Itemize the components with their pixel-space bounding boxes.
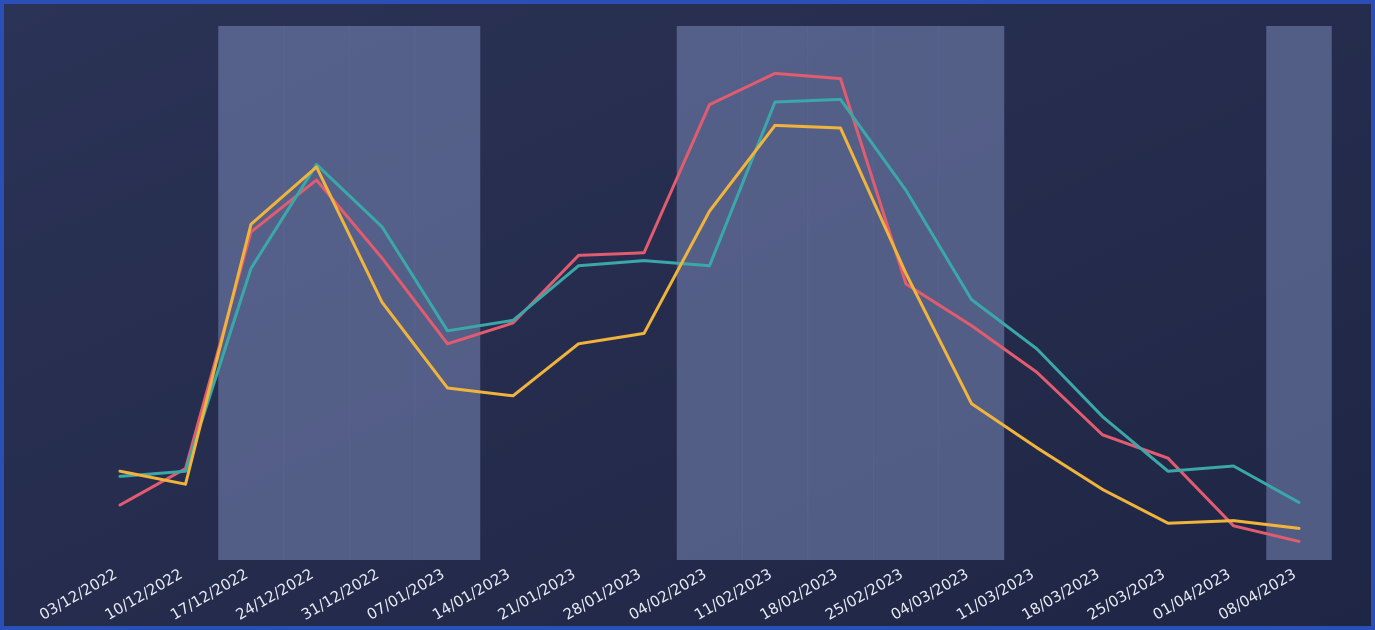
series-lines [118, 71, 1301, 543]
highlight-bands [218, 26, 1332, 560]
series-line-1 [118, 71, 1301, 543]
series-line-3 [118, 123, 1301, 530]
series-line-2 [118, 97, 1301, 504]
highlight-band-3 [1266, 26, 1332, 560]
highlight-band-2 [676, 26, 1005, 560]
